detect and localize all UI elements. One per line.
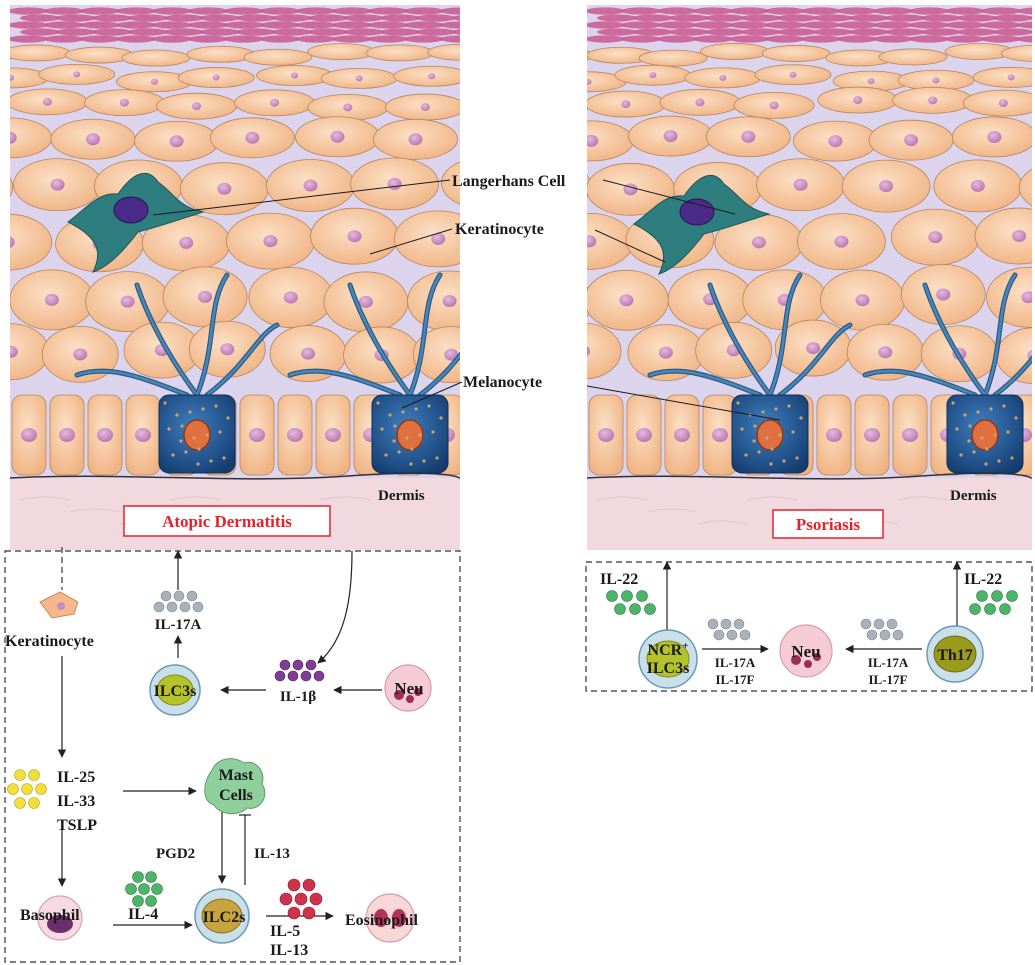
eosinophil-cell [365, 893, 415, 943]
il22-right-cytokine-cluster [969, 590, 1018, 615]
title-atopic-dermatitis: Atopic Dermatitis [162, 512, 292, 531]
ad-keratinocyte-label: Keratinocyte [5, 633, 94, 650]
skin-section-psoriasis [587, 5, 1032, 550]
il25-cytokine-cluster [7, 769, 47, 809]
keratinocyte-nucleus-icon [57, 602, 65, 610]
il5-cytokine-cluster [279, 878, 323, 920]
title-box-psoriasis [772, 509, 884, 539]
ad-il5-label: IL-5 [270, 923, 300, 940]
ad-ilc2s-label: ILC2s [203, 909, 246, 926]
ad-mast-label: Mast [219, 767, 254, 784]
ad-il33-label: IL-33 [57, 793, 95, 810]
title-psoriasis: Psoriasis [796, 515, 861, 534]
title-box-atopic [123, 505, 331, 537]
mast-cell [204, 758, 266, 815]
th17-cell [926, 625, 984, 683]
il4-cytokine-cluster [125, 871, 163, 907]
label-melanocyte: Melanocyte [463, 374, 542, 391]
neutrophil-ad [384, 664, 432, 712]
label-dermis-right: Dermis [950, 488, 997, 504]
il17-left-cytokine-cluster [707, 618, 751, 641]
ad-il4-label: IL-4 [128, 906, 158, 923]
ps-il17a-right-label: IL-17A [868, 655, 909, 670]
ncr-ilc3s-cell [638, 629, 698, 689]
ad-il1b-label: IL-1β [280, 689, 316, 705]
il17a-cytokine-cluster [153, 590, 204, 613]
ps-il17f-left-label: IL-17F [716, 672, 755, 687]
skin-section-atopic-dermatitis [10, 5, 460, 550]
ad-arrows [57, 550, 382, 930]
il22-left-cytokine-cluster [606, 590, 656, 615]
ad-pgd2-label: PGD2 [156, 846, 195, 862]
ad-pathway-box [4, 550, 461, 963]
ps-neu-label: Neu [791, 642, 820, 661]
ps-il22-left-label: IL-22 [600, 571, 638, 588]
ps-il22-right-label: IL-22 [964, 571, 1002, 588]
ps-il17f-right-label: IL-17F [869, 672, 908, 687]
il17-right-cytokine-cluster [860, 618, 904, 641]
il1b-cytokine-cluster [274, 659, 325, 682]
ilc3s-cell [149, 664, 201, 716]
ps-th17-label: Th17 [937, 647, 973, 664]
ad-eosinophil-label: Eosinophil [345, 912, 418, 929]
ps-ncr-label: NCR+ [648, 640, 689, 659]
label-langerhans-cell: Langerhans Cell [452, 173, 566, 190]
leader-lines [152, 179, 781, 421]
ad-tslp-label: TSLP [57, 817, 97, 834]
ad-cells-label: Cells [219, 787, 253, 804]
ad-il17a-label: IL-17A [155, 617, 202, 633]
neutrophil-ps [779, 624, 833, 678]
label-keratinocyte: Keratinocyte [455, 221, 544, 238]
ilc2s-cell [194, 888, 250, 944]
ps-il17a-left-label: IL-17A [715, 655, 756, 670]
ps-ilc3s-label: ILC3s [647, 660, 690, 677]
basophil-cell [37, 895, 83, 941]
ad-basophil-label: Basophil [20, 907, 80, 924]
ad-neu-label: Neu [394, 679, 423, 698]
ad-ilc3s-label: ILC3s [154, 683, 197, 700]
label-dermis-left: Dermis [378, 488, 425, 504]
ad-il13-inhibition-label: IL-13 [254, 846, 290, 862]
ps-arrows [662, 561, 962, 654]
ad-il25-label: IL-25 [57, 769, 95, 786]
ps-pathway-box [585, 561, 1033, 692]
ad-il13-label: IL-13 [270, 942, 308, 959]
